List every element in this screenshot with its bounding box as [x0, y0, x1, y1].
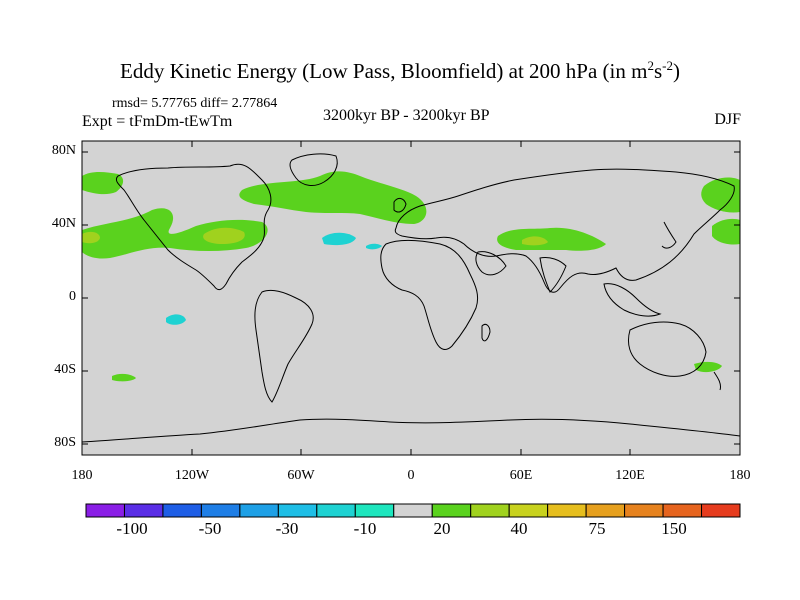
colorbar-box-2	[162, 503, 202, 518]
rmsd-diff-stats: rmsd= 5.77765 diff= 2.77864	[112, 96, 278, 111]
coast-south-america	[254, 289, 314, 403]
colorbar-box-3	[200, 503, 241, 518]
green-north-pacific-east	[712, 218, 740, 245]
colorbar-box-11	[508, 503, 549, 518]
lon-label-60e: 60E	[509, 468, 533, 483]
green-north-america-atlantic	[239, 171, 427, 224]
cyan-atlantic	[322, 232, 356, 246]
green-east-asia	[701, 177, 740, 213]
coast-uk	[393, 197, 407, 213]
colorbar-label-20: 20	[433, 519, 451, 538]
lon-label-180w: 180	[71, 468, 93, 483]
lon-label-120e: 120E	[615, 468, 645, 483]
colorbar-label-minus100: -100	[116, 519, 148, 538]
yellow-north-america	[203, 227, 245, 244]
colorbar-label-minus10: -10	[353, 519, 377, 538]
colorbar-box-5	[277, 503, 318, 518]
axis-ticks	[81, 141, 741, 455]
lat-label-0: 0	[69, 289, 76, 304]
colorbar-box-10	[470, 503, 510, 518]
colorbar-box-9	[431, 503, 472, 518]
colorbar-boxes	[85, 503, 741, 518]
season-label: DJF	[714, 111, 741, 128]
colorbar-label-40: 40	[510, 519, 528, 538]
colorbar-box-4	[239, 503, 279, 518]
coast-australia	[627, 321, 707, 377]
coast-india	[539, 257, 567, 293]
green-pacific-band	[82, 208, 268, 259]
lat-label-40n: 40N	[51, 216, 76, 231]
colorbar-label-minus30: -30	[275, 519, 299, 538]
coast-greenland	[289, 153, 338, 186]
coast-southeast-asia	[603, 283, 662, 317]
period-label: 3200kyr BP - 3200kyr BP	[323, 107, 490, 124]
green-south-asia	[497, 227, 606, 251]
coastlines	[81, 153, 741, 443]
map-ocean-background	[82, 141, 740, 455]
green-north-pacific-west	[82, 172, 124, 195]
colorbar-label-75: 75	[588, 519, 606, 538]
colorbar-box-1	[123, 503, 164, 518]
plot-title: Eddy Kinetic Energy (Low Pass, Bloomfiel…	[120, 58, 680, 83]
anomaly-shading	[82, 171, 740, 382]
cyan-atlantic-small	[366, 243, 382, 250]
coast-africa	[380, 239, 479, 350]
colorbar-box-0	[85, 503, 125, 518]
lat-label-40s: 40S	[54, 362, 76, 377]
coast-eurasia	[394, 168, 735, 293]
colorbar-box-7	[354, 503, 395, 518]
lon-label-0: 0	[407, 468, 415, 483]
cyan-tropical-pacific	[166, 314, 186, 325]
colorbar-box-12	[547, 503, 587, 518]
coast-new-zealand	[713, 371, 721, 391]
lon-label-60w: 60W	[287, 468, 315, 483]
yellow-pacific-center	[82, 231, 100, 244]
lon-label-120w: 120W	[174, 468, 210, 483]
lat-label-80n: 80N	[51, 143, 76, 158]
coast-arabia	[475, 251, 507, 276]
green-south-pacific	[112, 373, 136, 382]
lon-label-180e: 180	[729, 468, 751, 483]
yellow-south-asia	[522, 236, 548, 246]
colorbar-label-150: 150	[661, 519, 687, 538]
colorbar-box-13	[585, 503, 626, 518]
experiment-label: Expt = tFmDm-tEwTm	[82, 113, 233, 130]
lat-label-80s: 80S	[54, 435, 76, 450]
coast-madagascar	[481, 323, 491, 342]
coast-north-america	[115, 163, 272, 291]
colorbar-box-15	[662, 503, 703, 518]
colorbar-box-14	[624, 503, 664, 518]
colorbar-label-minus50: -50	[198, 519, 222, 538]
colorbar-box-6	[316, 503, 356, 518]
coast-japan	[661, 221, 677, 249]
coast-antarctica	[81, 418, 741, 443]
colorbar-box-16	[701, 503, 741, 518]
colorbar-box-8	[393, 503, 433, 518]
